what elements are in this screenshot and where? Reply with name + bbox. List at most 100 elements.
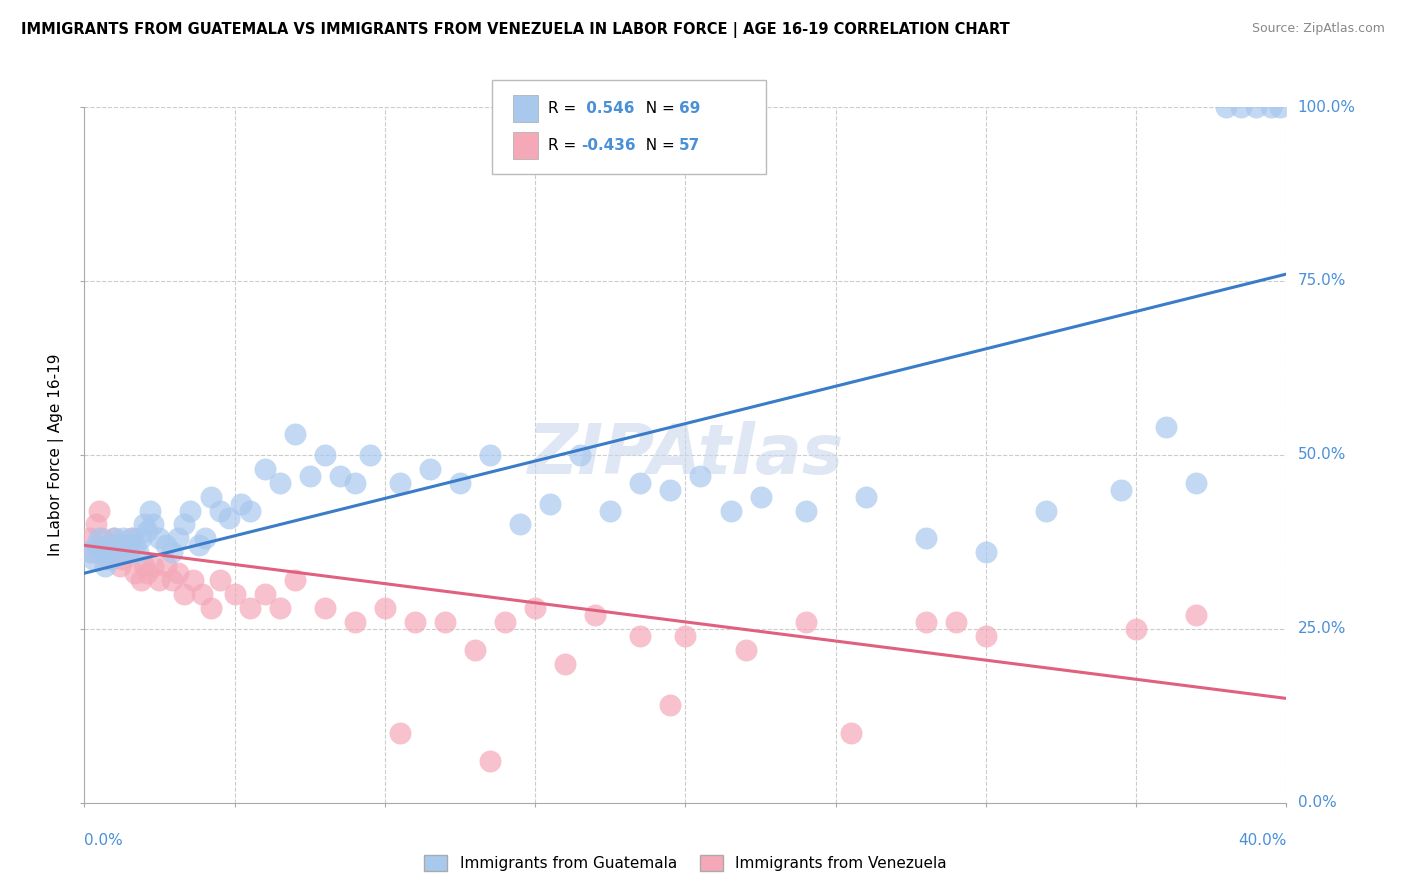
- Point: [97, 552, 120, 566]
- Point: [124, 538, 146, 552]
- Point: [142, 517, 165, 532]
- Text: 69: 69: [679, 101, 700, 116]
- Point: [253, 587, 276, 601]
- Point: [569, 448, 592, 462]
- Point: [229, 497, 252, 511]
- Text: ZIPAtlas: ZIPAtlas: [527, 421, 844, 489]
- Point: [404, 615, 426, 629]
- Point: [194, 532, 217, 546]
- Point: [148, 532, 170, 546]
- Point: [628, 629, 651, 643]
- Point: [1230, 100, 1253, 114]
- Point: [79, 532, 101, 546]
- Point: [1035, 503, 1057, 517]
- Point: [103, 532, 125, 546]
- Point: [100, 552, 122, 566]
- Point: [118, 545, 141, 559]
- Point: [136, 566, 159, 581]
- Point: [115, 538, 138, 552]
- Point: [139, 503, 162, 517]
- Point: [1156, 420, 1178, 434]
- Point: [166, 532, 188, 546]
- Point: [173, 587, 195, 601]
- Point: [1109, 483, 1132, 497]
- Text: 0.0%: 0.0%: [1298, 796, 1336, 810]
- Point: [112, 552, 135, 566]
- Point: [839, 726, 862, 740]
- Point: [734, 642, 756, 657]
- Point: [974, 629, 997, 643]
- Point: [89, 503, 111, 517]
- Point: [1246, 100, 1268, 114]
- Point: [253, 462, 276, 476]
- Text: 100.0%: 100.0%: [1298, 100, 1355, 114]
- Point: [583, 607, 606, 622]
- Point: [419, 462, 441, 476]
- Point: [124, 566, 146, 581]
- Point: [136, 524, 159, 539]
- Point: [82, 545, 104, 559]
- Point: [155, 538, 177, 552]
- Point: [131, 573, 153, 587]
- Point: [86, 517, 108, 532]
- Point: [269, 475, 291, 490]
- Point: [794, 503, 817, 517]
- Point: [187, 538, 209, 552]
- Point: [359, 448, 381, 462]
- Point: [720, 503, 742, 517]
- Point: [160, 573, 183, 587]
- Point: [945, 615, 967, 629]
- Point: [224, 587, 246, 601]
- Point: [134, 559, 156, 574]
- Text: -0.436: -0.436: [581, 138, 636, 153]
- Text: 50.0%: 50.0%: [1298, 448, 1346, 462]
- Point: [148, 573, 170, 587]
- Text: 75.0%: 75.0%: [1298, 274, 1346, 288]
- Point: [269, 601, 291, 615]
- Point: [538, 497, 561, 511]
- Point: [659, 698, 682, 713]
- Legend: Immigrants from Guatemala, Immigrants from Venezuela: Immigrants from Guatemala, Immigrants fr…: [416, 847, 955, 879]
- Text: R =: R =: [548, 101, 582, 116]
- Point: [974, 545, 997, 559]
- Point: [110, 559, 132, 574]
- Point: [155, 559, 177, 574]
- Point: [208, 573, 231, 587]
- Point: [91, 545, 114, 559]
- Point: [179, 503, 201, 517]
- Point: [97, 545, 120, 559]
- Point: [314, 601, 336, 615]
- Point: [659, 483, 682, 497]
- Point: [181, 573, 204, 587]
- Point: [284, 573, 307, 587]
- Text: 25.0%: 25.0%: [1298, 622, 1346, 636]
- Point: [1125, 622, 1147, 636]
- Point: [749, 490, 772, 504]
- Point: [329, 468, 352, 483]
- Point: [1270, 100, 1292, 114]
- Text: 0.0%: 0.0%: [84, 833, 124, 848]
- Point: [121, 532, 143, 546]
- Point: [794, 615, 817, 629]
- Point: [343, 615, 366, 629]
- Point: [915, 615, 938, 629]
- Point: [314, 448, 336, 462]
- Point: [343, 475, 366, 490]
- Point: [1215, 100, 1237, 114]
- Point: [86, 538, 108, 552]
- Point: [524, 601, 547, 615]
- Point: [509, 517, 531, 532]
- Y-axis label: In Labor Force | Age 16-19: In Labor Force | Age 16-19: [48, 353, 65, 557]
- Point: [121, 532, 143, 546]
- Point: [115, 538, 138, 552]
- Text: N =: N =: [636, 138, 679, 153]
- Point: [554, 657, 576, 671]
- Point: [107, 538, 129, 552]
- Text: 0.546: 0.546: [581, 101, 634, 116]
- Point: [82, 552, 104, 566]
- Point: [239, 503, 262, 517]
- Text: R =: R =: [548, 138, 582, 153]
- Point: [173, 517, 195, 532]
- Point: [675, 629, 697, 643]
- Text: Source: ZipAtlas.com: Source: ZipAtlas.com: [1251, 22, 1385, 36]
